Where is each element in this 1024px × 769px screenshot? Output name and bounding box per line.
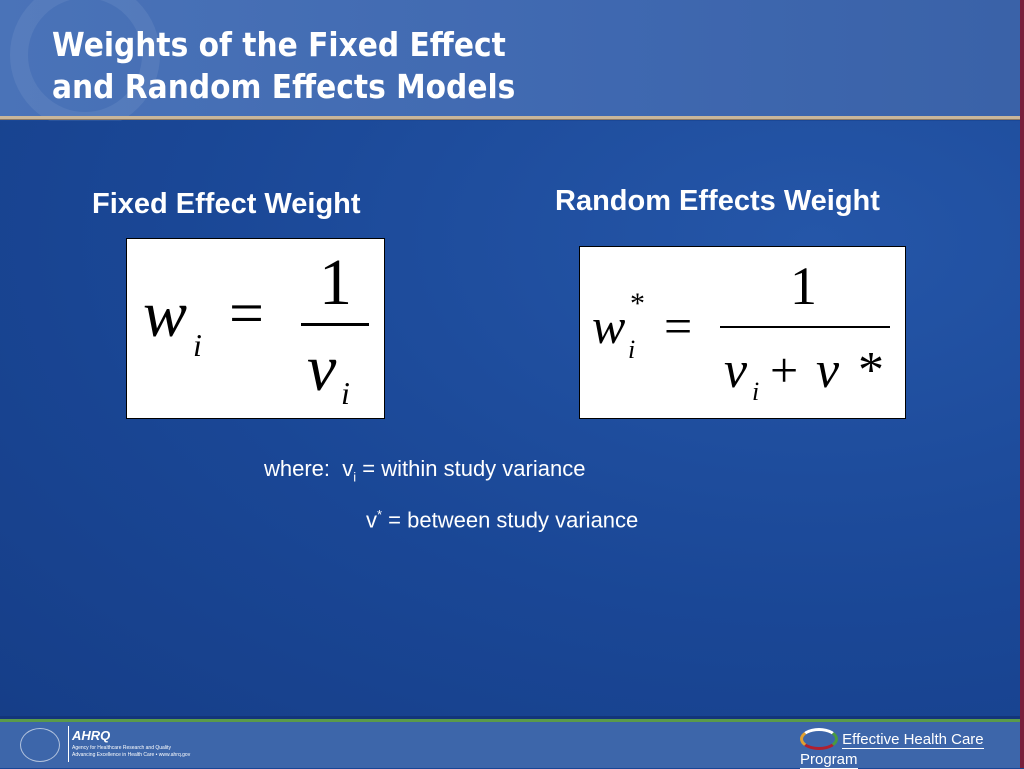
ehc-swirl-icon <box>800 728 838 750</box>
where-line-2: v* = between study variance <box>366 507 638 533</box>
random-effects-label: Random Effects Weight <box>555 185 880 217</box>
logo-divider <box>68 726 69 762</box>
ehc-program-name: Effective Health Care Program <box>800 730 984 769</box>
formula-sub: i <box>193 327 202 363</box>
header-divider <box>0 116 1020 120</box>
formula-w: w <box>592 298 626 354</box>
formula-eq: = <box>229 280 264 348</box>
ahrq-name: Agency for Healthcare Research and Quali… <box>72 745 171 751</box>
random-effects-formula: w i * = 1 v i + v * <box>579 246 906 419</box>
formula-den-sub: i <box>341 375 350 411</box>
slide-title: Weights of the Fixed Effect and Random E… <box>52 24 515 108</box>
between-definition: = between study variance <box>382 507 639 533</box>
v-subscript: i <box>353 469 357 485</box>
formula-sup: * <box>630 287 645 320</box>
right-edge-stripe <box>1020 0 1024 768</box>
formula-num: 1 <box>790 256 817 316</box>
formula-w: w <box>143 278 188 351</box>
formula-sub: i <box>628 335 636 364</box>
fixed-effect-formula: w i = 1 v i <box>126 238 385 419</box>
formula-den: v <box>307 332 337 405</box>
slide-footer <box>0 719 1020 768</box>
v-superscript: * <box>377 507 383 522</box>
v-symbol: v <box>342 456 354 481</box>
hhs-eagle-icon <box>20 728 60 762</box>
fixed-effect-label: Fixed Effect Weight <box>92 188 361 220</box>
where-line-1: where: vi = within study variance <box>264 456 585 484</box>
title-line-1: Weights of the Fixed Effect <box>52 25 506 64</box>
formula-num: 1 <box>319 246 352 319</box>
footer-divider <box>0 716 1020 719</box>
ehc-logo: Effective Health Care Program <box>800 728 1024 769</box>
title-line-2: and Random Effects Models <box>52 67 516 106</box>
formula-den-v: v <box>724 342 748 399</box>
formula-den-star: * <box>858 342 884 399</box>
ahrq-tagline: Advancing Excellence in Health Care • ww… <box>72 752 191 758</box>
fraction-bar <box>720 326 890 328</box>
where-prefix: where: <box>264 456 331 481</box>
fraction-bar <box>301 323 369 326</box>
formula-eq: = <box>664 298 693 354</box>
formula-plus: + <box>770 342 799 398</box>
ahrq-wordmark: AHRQ <box>72 728 111 743</box>
within-definition: = within study variance <box>356 456 586 481</box>
formula-den-sub: i <box>752 377 760 406</box>
v-symbol: v <box>366 507 377 533</box>
slide-body <box>0 121 1020 719</box>
formula-den-v2: v <box>816 342 840 399</box>
slide-header: Weights of the Fixed Effect and Random E… <box>0 0 1020 130</box>
